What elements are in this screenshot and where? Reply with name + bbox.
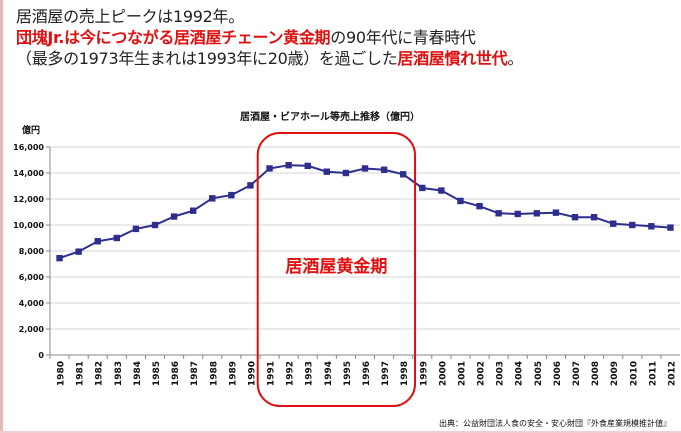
data-point xyxy=(113,234,121,242)
golden-era-highlight xyxy=(256,132,417,407)
data-point xyxy=(590,214,598,221)
x-tick-label: 1989 xyxy=(228,361,238,386)
data-point xyxy=(132,225,140,233)
x-tick-label: 2006 xyxy=(553,361,563,386)
x-tick-label: 1992 xyxy=(286,361,296,386)
x-tick-label: 1997 xyxy=(381,361,391,386)
headline-line-3-text: （最多の1973年生まれは1993年に20歳）を過ごした xyxy=(16,49,398,68)
source-note: 出典：公益財団法人食の安全・安心財団『外食産業規模推計値』 xyxy=(439,419,671,428)
y-axis-unit: 億円 xyxy=(22,124,40,136)
x-tick-label: 2011 xyxy=(648,361,658,386)
y-tick-label: 16,000 xyxy=(13,143,44,152)
data-point xyxy=(151,221,159,229)
x-tick-label: 2012 xyxy=(667,361,677,386)
headline: 居酒屋の売上ピークは1992年。 団塊Jr.は今につながる居酒屋チェーン黄金期の… xyxy=(16,6,523,69)
data-point xyxy=(285,162,292,169)
x-tick-label: 2001 xyxy=(457,361,467,386)
headline-line-2: 団塊Jr.は今につながる居酒屋チェーン黄金期の90年代に青春時代 xyxy=(16,27,523,48)
x-tick-label: 1984 xyxy=(133,361,143,386)
data-point xyxy=(667,224,674,231)
data-point xyxy=(209,195,216,202)
x-tick-label: 2009 xyxy=(610,361,620,386)
x-tick-label: 1982 xyxy=(95,361,105,386)
x-tick-label: 2004 xyxy=(515,361,525,386)
data-point xyxy=(380,166,388,173)
sales-line-chart: 居酒屋・ビアホール等売上推移（億円） 億円 0 2,000 4,000 6,000 8,00… xyxy=(13,110,680,407)
data-point xyxy=(170,213,178,220)
x-tick-label: 1988 xyxy=(209,361,219,386)
x-tick-label: 2005 xyxy=(534,361,544,386)
data-point xyxy=(361,165,369,172)
data-point xyxy=(609,220,617,227)
data-point xyxy=(266,165,273,172)
data-point xyxy=(648,223,655,230)
x-tick-label: 2000 xyxy=(438,361,448,386)
data-point xyxy=(419,184,426,192)
data-point xyxy=(323,168,331,175)
x-tick-label: 1990 xyxy=(247,361,257,386)
left-accent-rule xyxy=(0,0,3,433)
bottom-rule xyxy=(0,431,681,433)
x-tick-label: 2008 xyxy=(591,361,601,386)
data-point xyxy=(457,197,464,205)
x-tick-label: 1994 xyxy=(324,361,334,386)
x-tick-label: 2010 xyxy=(629,361,639,386)
data-point xyxy=(342,169,350,177)
data-point xyxy=(438,187,445,194)
golden-era-label: 居酒屋黄金期 xyxy=(285,256,387,277)
data-point xyxy=(495,210,502,217)
headline-line-3: （最多の1973年生まれは1993年に20歳）を過ごした居酒屋慣れ世代。 xyxy=(16,48,523,69)
x-tick-label: 1981 xyxy=(76,361,86,386)
data-point xyxy=(629,221,636,229)
x-tick-label: 1999 xyxy=(419,361,429,386)
x-tick-label: 1991 xyxy=(267,361,277,386)
x-tick-label: 1996 xyxy=(362,361,372,386)
data-point xyxy=(94,238,101,245)
headline-line-3-end: 。 xyxy=(507,49,524,68)
data-point xyxy=(75,248,82,255)
y-tick-label: 12,000 xyxy=(13,195,44,204)
x-tick-label: 1995 xyxy=(343,361,353,386)
data-point xyxy=(399,171,407,178)
x-tick-label: 2002 xyxy=(477,361,487,386)
chart-title: 居酒屋・ビアホール等売上推移（億円） xyxy=(240,110,420,123)
x-tick-label: 1985 xyxy=(152,361,162,386)
data-point xyxy=(552,209,560,216)
x-tick-label: 1987 xyxy=(190,361,200,386)
x-tick-label: 2003 xyxy=(496,361,506,386)
y-tick-label: 8,000 xyxy=(19,247,45,256)
data-point xyxy=(56,254,63,262)
x-tick-label: 2007 xyxy=(572,361,582,386)
data-point xyxy=(228,191,235,199)
data-point xyxy=(189,207,197,214)
data-point xyxy=(533,210,541,217)
y-tick-label: 2,000 xyxy=(19,325,45,334)
data-point xyxy=(514,210,521,218)
y-tick-label: 4,000 xyxy=(19,299,45,308)
data-point xyxy=(476,202,483,210)
headline-line-1: 居酒屋の売上ピークは1992年。 xyxy=(16,6,523,27)
series-line xyxy=(59,164,671,260)
headline-line-2-emphasis: 団塊Jr.は今につながる居酒屋チェーン黄金期 xyxy=(16,28,331,47)
headline-line-1-text: 居酒屋の売上ピークは1992年。 xyxy=(16,7,244,26)
x-tick-label: 1983 xyxy=(114,361,124,386)
y-tick-label: 14,000 xyxy=(13,169,44,178)
headline-line-3-emphasis: 居酒屋慣れ世代 xyxy=(397,49,508,68)
data-point xyxy=(571,214,579,221)
x-tick-label: 1998 xyxy=(400,361,410,386)
x-tick-label: 1993 xyxy=(305,361,315,386)
headline-line-2-text: の90年代に青春時代 xyxy=(330,28,476,47)
x-tick-label: 1986 xyxy=(171,361,181,386)
data-point xyxy=(304,162,311,170)
y-tick-label: 6,000 xyxy=(19,273,45,282)
y-tick-label: 10,000 xyxy=(13,221,44,230)
y-tick-label: 0 xyxy=(38,351,44,360)
data-point xyxy=(247,182,254,189)
x-tick-label: 1980 xyxy=(57,361,67,386)
